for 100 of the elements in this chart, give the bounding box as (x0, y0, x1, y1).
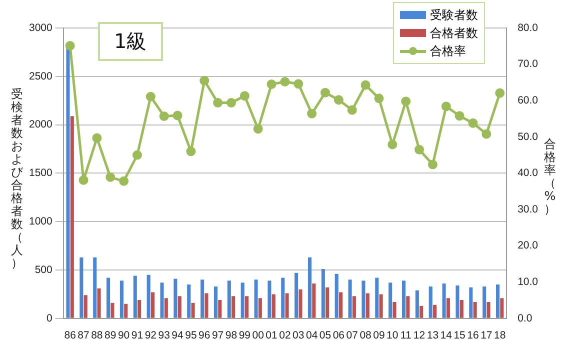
bar (218, 300, 222, 318)
x-tick-label: 16 (467, 330, 479, 342)
x-tick-label: 97 (212, 330, 224, 342)
point (334, 95, 344, 105)
bar (469, 287, 473, 318)
bar (164, 298, 168, 318)
bar (415, 290, 419, 318)
x-tick-label: 98 (225, 330, 238, 342)
y2-tick-label: 30.0 (518, 203, 538, 216)
x-tick-label: 88 (91, 330, 103, 342)
y2-tick-label: 80.0 (518, 22, 538, 34)
x-tick-label: 08 (360, 330, 372, 342)
y2-tick-label: 50.0 (518, 130, 538, 143)
y2-tick-label: 60.0 (518, 94, 538, 106)
bar (70, 116, 74, 318)
bar (258, 298, 262, 318)
y2-tick-label: 0.0 (518, 312, 532, 324)
point (240, 91, 250, 101)
y-tick-label: 1500 (29, 167, 53, 180)
bar (348, 280, 352, 318)
bar (244, 296, 249, 318)
bar (456, 285, 460, 318)
bar (486, 302, 490, 318)
x-tick-label: 00 (252, 330, 264, 342)
bar (298, 289, 302, 318)
point (374, 94, 384, 104)
bar (124, 304, 128, 318)
point (428, 160, 438, 170)
x-tick-label: 13 (426, 330, 439, 342)
bar (446, 298, 450, 318)
y2-axis-title: 合格率（%） (543, 137, 557, 216)
bar (178, 296, 182, 318)
point (266, 80, 276, 90)
bar (433, 304, 437, 318)
bar (187, 284, 191, 318)
point (65, 41, 75, 51)
point (468, 118, 478, 128)
bar (352, 296, 356, 318)
y-tick-label: 2000 (29, 118, 53, 131)
bar (308, 257, 312, 318)
x-tick-label: 17 (480, 330, 492, 342)
point (132, 150, 142, 160)
point (441, 102, 451, 112)
x-tick-label: 09 (373, 330, 385, 342)
point (200, 76, 210, 86)
bar (120, 280, 124, 318)
y-tick-label: 0 (46, 312, 53, 324)
x-tick-label: 15 (454, 330, 466, 342)
x-tick-label: 92 (144, 330, 157, 342)
bar (227, 280, 231, 318)
x-tick-label: 10 (386, 330, 398, 342)
point (253, 124, 263, 134)
bar (482, 286, 486, 318)
bar (106, 278, 110, 318)
text: 受検者数および合格者数（人） (11, 87, 23, 270)
bar (93, 257, 97, 318)
point (401, 96, 411, 106)
bar (312, 284, 316, 318)
x-tick-label: 14 (440, 330, 452, 342)
bar (281, 278, 285, 318)
x-tick-label: 87 (78, 330, 90, 342)
point (280, 76, 290, 86)
y2-tick-label: 70.0 (518, 58, 538, 70)
x-tick-label: 99 (238, 330, 251, 342)
x-tick-label: 95 (185, 330, 197, 342)
x-tick-label: 11 (400, 330, 412, 342)
bar (110, 302, 114, 318)
x-tick-label: 06 (332, 330, 345, 342)
x-tick-label: 05 (319, 330, 332, 342)
bar (254, 280, 258, 318)
legend-label: 受験者数 (430, 6, 478, 24)
bar (500, 298, 504, 318)
bar (366, 293, 370, 318)
y-tick-label: 1000 (29, 215, 53, 228)
bar (338, 292, 343, 318)
bar (473, 302, 477, 318)
point (172, 110, 182, 120)
bar (133, 276, 137, 318)
bar (191, 302, 195, 318)
bar (392, 302, 396, 318)
bar (240, 282, 244, 318)
bar (326, 287, 330, 318)
bar (160, 282, 164, 318)
point (213, 98, 223, 108)
point (92, 133, 102, 143)
point (414, 144, 424, 154)
x-tick-label: 94 (172, 330, 184, 342)
bar (146, 274, 150, 318)
y-tick-label: 3000 (29, 22, 53, 34)
point (106, 172, 116, 182)
x-tick-label: 07 (346, 330, 358, 342)
x-tick-label: 01 (266, 330, 278, 342)
bar (388, 282, 392, 318)
point (226, 98, 236, 108)
point (482, 129, 492, 139)
point (78, 175, 88, 185)
point (360, 80, 370, 90)
point (320, 88, 330, 98)
bar (406, 296, 410, 318)
y-tick-label: 500 (34, 264, 53, 276)
